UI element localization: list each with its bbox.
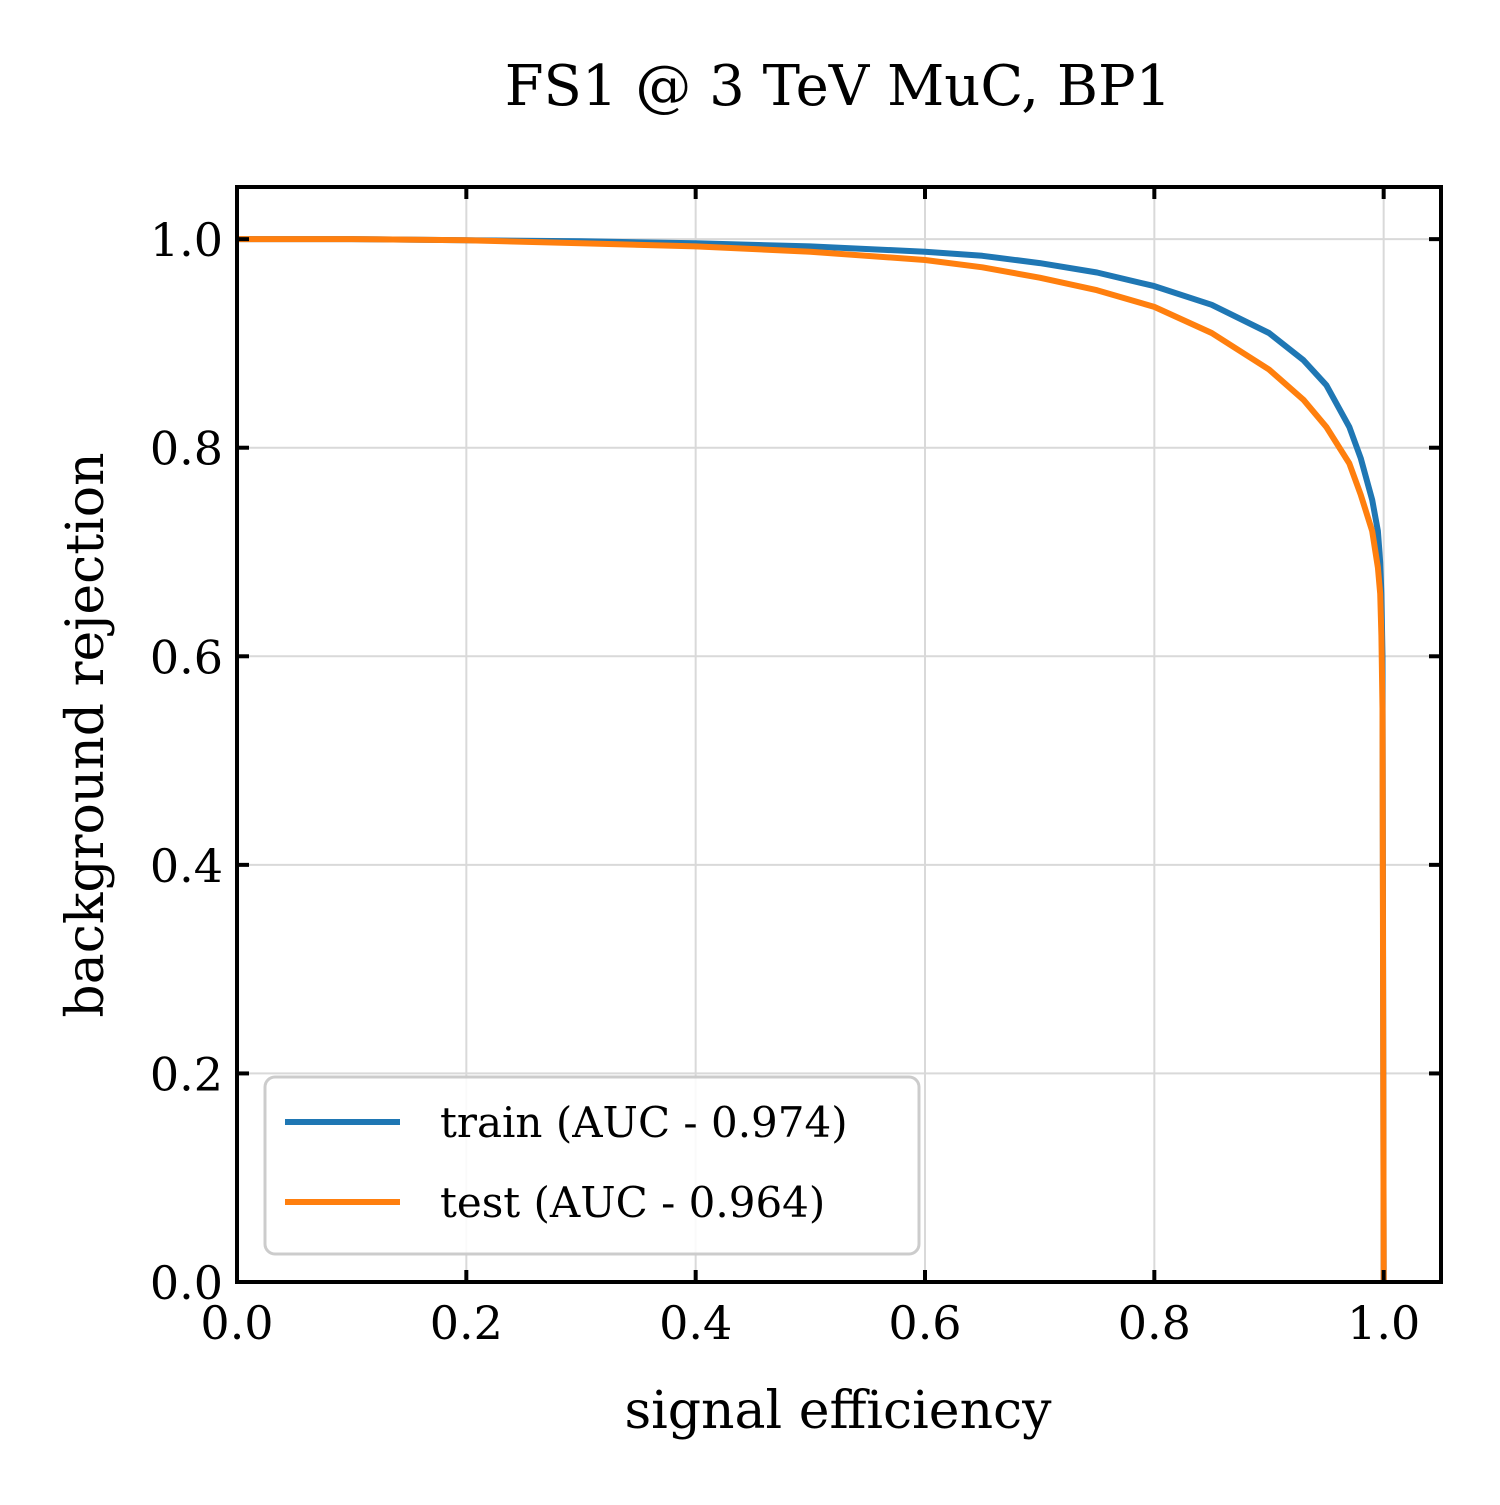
y-tick-label: 0.4 <box>150 839 223 893</box>
series-layer <box>237 236 1387 1283</box>
y-axis-label: background rejection <box>56 452 116 1017</box>
frame-layer <box>235 185 1443 1284</box>
y-tick-label: 1.0 <box>150 213 223 267</box>
x-tick-label: 0.4 <box>659 1296 732 1350</box>
x-tick-label: 0.6 <box>888 1296 961 1350</box>
y-tick-label: 0.2 <box>150 1047 223 1101</box>
y-tick-label: 0.0 <box>150 1256 223 1310</box>
tick-layer: 0.0 0.2 0.4 0.6 0.8 1.0 0.0 0.2 0.4 0.6 0.8 1.0 <box>150 187 1441 1350</box>
x-tick-label: 0.0 <box>200 1296 273 1350</box>
x-tick-label: 1.0 <box>1347 1296 1420 1350</box>
x-axis-label: signal efficiency <box>624 1381 1052 1441</box>
legend: train (AUC - 0.974) test (AUC - 0.964) <box>263 1075 921 1256</box>
y-tick-label: 0.6 <box>150 630 223 684</box>
chart-title: FS1 @ 3 TeV MuC, BP1 <box>505 54 1172 119</box>
legend-label-train: train (AUC - 0.974) <box>440 1098 848 1147</box>
legend-label-test: test (AUC - 0.964) <box>440 1178 825 1227</box>
y-tick-label: 0.8 <box>150 422 223 476</box>
x-tick-label: 0.2 <box>430 1296 503 1350</box>
legend-box <box>263 1075 921 1256</box>
plot-frame <box>235 185 1443 1284</box>
series-line-test <box>237 236 1387 1283</box>
x-tick-label: 0.8 <box>1118 1296 1191 1350</box>
